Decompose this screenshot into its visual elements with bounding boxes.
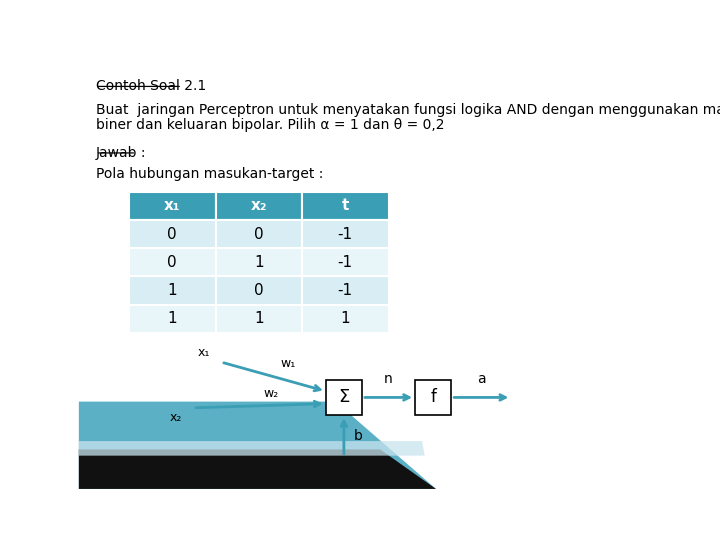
Text: biner dan keluaran bipolar. Pilih α = 1 dan θ = 0,2: biner dan keluaran bipolar. Pilih α = 1 … <box>96 118 444 132</box>
Text: a: a <box>477 372 485 386</box>
Text: x₁: x₁ <box>164 198 181 213</box>
Text: Contoh Soal 2.1: Contoh Soal 2.1 <box>96 79 206 93</box>
Text: x₂: x₂ <box>170 411 182 424</box>
Polygon shape <box>79 402 436 489</box>
Bar <box>302 248 389 276</box>
Bar <box>215 305 302 333</box>
Bar <box>302 305 389 333</box>
Polygon shape <box>79 449 436 489</box>
Text: Σ: Σ <box>338 388 350 407</box>
Bar <box>129 305 215 333</box>
Text: 1: 1 <box>341 312 350 326</box>
Text: -1: -1 <box>338 255 353 270</box>
Text: 1: 1 <box>254 312 264 326</box>
Text: t: t <box>341 198 349 213</box>
Text: -1: -1 <box>338 227 353 241</box>
Text: 0: 0 <box>168 227 177 241</box>
Text: 1: 1 <box>254 255 264 270</box>
Bar <box>302 220 389 248</box>
Bar <box>129 192 215 220</box>
Text: 0: 0 <box>168 255 177 270</box>
Bar <box>415 380 451 415</box>
Bar <box>215 248 302 276</box>
Polygon shape <box>79 441 425 456</box>
Text: Pola hubungan masukan-target :: Pola hubungan masukan-target : <box>96 167 323 181</box>
Text: -1: -1 <box>338 283 353 298</box>
Text: b: b <box>354 429 363 443</box>
Text: x₁: x₁ <box>197 346 210 359</box>
Bar <box>129 220 215 248</box>
Bar <box>302 192 389 220</box>
Text: w₂: w₂ <box>264 387 279 400</box>
Bar <box>215 192 302 220</box>
Text: 0: 0 <box>254 283 264 298</box>
Bar <box>325 380 362 415</box>
Text: w₁: w₁ <box>280 357 295 370</box>
Text: 0: 0 <box>254 227 264 241</box>
Text: Buat  jaringan Perceptron untuk menyatakan fungsi logika AND dengan menggunakan : Buat jaringan Perceptron untuk menyataka… <box>96 103 720 117</box>
Bar <box>215 276 302 305</box>
Bar <box>302 276 389 305</box>
Text: Jawab :: Jawab : <box>96 146 146 160</box>
Bar <box>215 220 302 248</box>
Text: x₂: x₂ <box>251 198 267 213</box>
Text: 1: 1 <box>168 283 177 298</box>
Bar <box>129 276 215 305</box>
Text: f: f <box>431 388 436 407</box>
Text: n: n <box>384 372 393 386</box>
Bar <box>129 248 215 276</box>
Text: 1: 1 <box>168 312 177 326</box>
